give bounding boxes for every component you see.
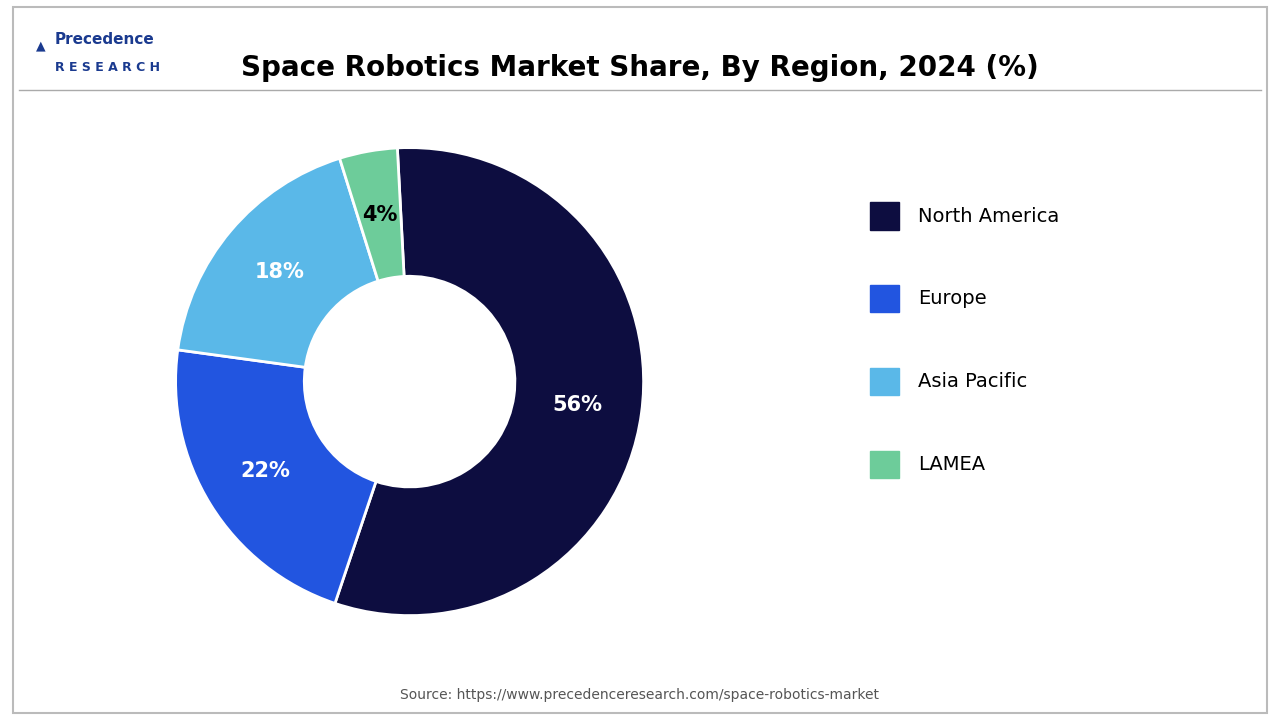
Text: 18%: 18% bbox=[255, 262, 305, 282]
Text: Source: https://www.precedenceresearch.com/space-robotics-market: Source: https://www.precedenceresearch.c… bbox=[401, 688, 879, 702]
Text: Space Robotics Market Share, By Region, 2024 (%): Space Robotics Market Share, By Region, … bbox=[241, 54, 1039, 82]
Wedge shape bbox=[335, 148, 644, 616]
Text: Asia Pacific: Asia Pacific bbox=[918, 372, 1027, 391]
Text: LAMEA: LAMEA bbox=[918, 455, 984, 474]
Text: North America: North America bbox=[918, 207, 1059, 225]
Text: 56%: 56% bbox=[553, 395, 603, 415]
Text: 4%: 4% bbox=[362, 204, 397, 225]
Text: Precedence: Precedence bbox=[55, 32, 155, 48]
Wedge shape bbox=[175, 350, 376, 603]
Wedge shape bbox=[178, 158, 378, 367]
Text: Europe: Europe bbox=[918, 289, 987, 308]
Text: 22%: 22% bbox=[241, 461, 291, 481]
Text: R E S E A R C H: R E S E A R C H bbox=[55, 61, 160, 74]
Wedge shape bbox=[339, 148, 404, 281]
Text: ▲: ▲ bbox=[36, 40, 46, 53]
